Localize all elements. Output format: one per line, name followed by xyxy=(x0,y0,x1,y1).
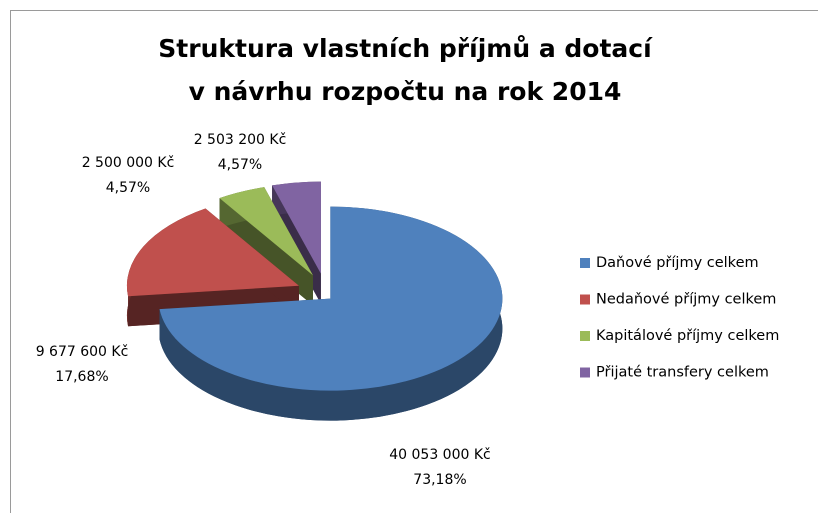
chart-title: v návrhu rozpočtu na rok 2014 xyxy=(189,77,622,106)
legend-label: Přijaté transfery celkem xyxy=(596,365,769,381)
data-label: 4,57% xyxy=(218,157,262,173)
data-label: 9 677 600 Kč xyxy=(36,344,129,360)
slice-top xyxy=(159,206,503,391)
legend-swatch xyxy=(580,367,590,378)
legend-label: Nedaňové příjmy celkem xyxy=(596,292,776,308)
pie-slice xyxy=(159,206,503,421)
slice-top xyxy=(272,181,321,274)
data-label: 4,57% xyxy=(106,180,150,196)
slice-top xyxy=(126,208,299,297)
data-label: 40 053 000 Kč xyxy=(389,447,491,463)
data-label: 73,18% xyxy=(413,472,466,488)
data-label: 17,68% xyxy=(55,369,108,385)
legend-swatch xyxy=(580,331,590,341)
chart-border xyxy=(10,10,818,513)
legend-swatch xyxy=(580,294,590,305)
legend-label: Kapitálové příjmy celkem xyxy=(596,328,779,344)
data-label: 2 503 200 Kč xyxy=(194,132,287,148)
data-label: 2 500 000 Kč xyxy=(82,155,175,171)
legend-label: Daňové příjmy celkem xyxy=(596,255,759,271)
legend-swatch xyxy=(580,258,590,268)
chart-title: Struktura vlastních příjmů a dotací xyxy=(158,34,653,63)
slice-top xyxy=(219,187,313,276)
